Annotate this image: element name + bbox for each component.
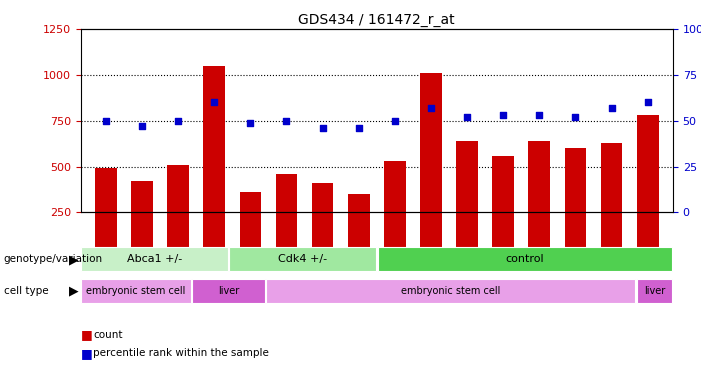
Point xyxy=(245,120,256,126)
Bar xyxy=(420,73,442,258)
Bar xyxy=(131,181,153,258)
Text: liver: liver xyxy=(218,286,239,296)
Text: Cdk4 +/-: Cdk4 +/- xyxy=(278,254,327,265)
Bar xyxy=(529,141,550,258)
Text: control: control xyxy=(505,254,544,265)
Bar xyxy=(348,194,369,258)
Point xyxy=(642,100,653,105)
Point xyxy=(389,118,400,124)
Bar xyxy=(240,192,261,258)
Bar xyxy=(312,183,334,258)
Bar xyxy=(168,165,189,258)
Bar xyxy=(192,279,265,303)
Text: genotype/variation: genotype/variation xyxy=(4,254,102,265)
Bar xyxy=(378,247,672,271)
Text: Abca1 +/-: Abca1 +/- xyxy=(127,254,182,265)
Bar xyxy=(637,279,672,303)
Text: embryonic stem cell: embryonic stem cell xyxy=(86,286,186,296)
Text: liver: liver xyxy=(644,286,665,296)
Text: ▶: ▶ xyxy=(69,285,79,298)
Bar xyxy=(456,141,478,258)
Point xyxy=(209,100,220,105)
Point xyxy=(570,114,581,120)
Point xyxy=(533,112,545,118)
Bar xyxy=(601,143,622,258)
Text: ■: ■ xyxy=(81,328,93,341)
Point xyxy=(426,105,437,111)
Bar xyxy=(384,161,406,258)
Bar xyxy=(637,115,658,258)
Point xyxy=(172,118,184,124)
Point xyxy=(281,118,292,124)
Bar xyxy=(95,168,117,258)
Text: embryonic stem cell: embryonic stem cell xyxy=(401,286,501,296)
Text: percentile rank within the sample: percentile rank within the sample xyxy=(93,348,269,358)
Text: count: count xyxy=(93,330,123,340)
Point xyxy=(606,105,617,111)
Bar xyxy=(81,279,191,303)
Point xyxy=(353,125,365,131)
Point xyxy=(461,114,472,120)
Bar xyxy=(203,66,225,258)
Bar xyxy=(564,148,586,258)
Bar xyxy=(266,279,635,303)
Point xyxy=(100,118,111,124)
Point xyxy=(137,123,148,129)
Text: cell type: cell type xyxy=(4,286,48,296)
Bar xyxy=(492,156,514,258)
Bar xyxy=(275,174,297,258)
Point xyxy=(317,125,328,131)
Bar xyxy=(81,247,228,271)
Text: ▶: ▶ xyxy=(69,253,79,266)
Bar xyxy=(229,247,376,271)
Text: ■: ■ xyxy=(81,347,93,360)
Title: GDS434 / 161472_r_at: GDS434 / 161472_r_at xyxy=(299,13,455,27)
Point xyxy=(498,112,509,118)
